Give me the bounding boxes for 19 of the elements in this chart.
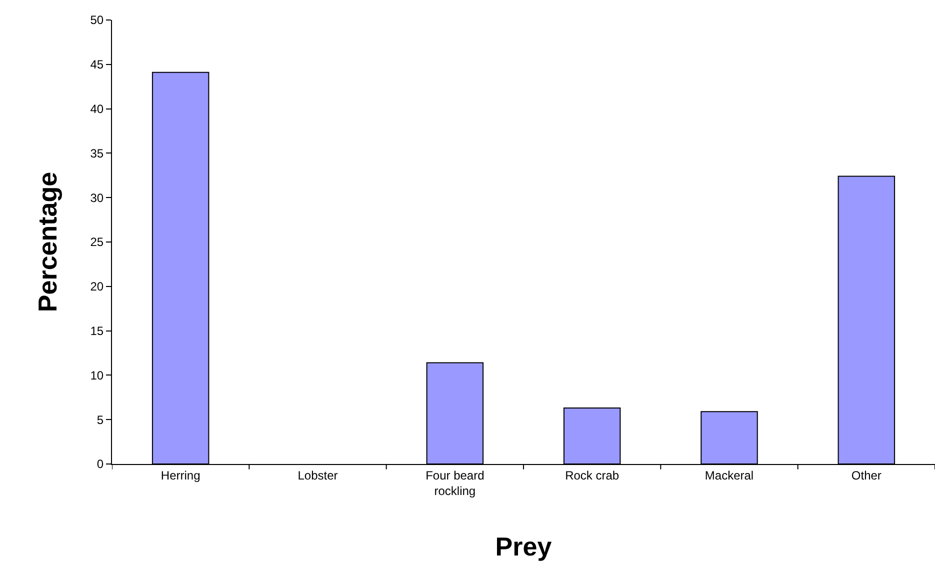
y-tick-label: 35 xyxy=(90,146,104,160)
x-tick-label: Rock crab xyxy=(565,468,620,482)
x-tick-label: Other xyxy=(851,468,882,482)
y-tick-label: 50 xyxy=(90,13,104,28)
y-tick-label: 5 xyxy=(96,412,104,427)
y-tick-label: 15 xyxy=(90,324,104,338)
y-tick-label: 10 xyxy=(90,368,104,382)
y-axis-title: Percentage xyxy=(32,172,63,312)
x-axis-title: Prey xyxy=(495,532,552,562)
y-tick-label: 0 xyxy=(96,457,104,472)
y-tick-label: 30 xyxy=(90,190,104,205)
y-tick-label: 25 xyxy=(90,235,104,250)
y-tick-label: 40 xyxy=(90,102,104,116)
x-tick-label: Herring xyxy=(160,468,200,482)
y-tick-label: 20 xyxy=(90,280,104,294)
x-tick-label: Lobster xyxy=(298,468,338,482)
x-tick-label: Four beard rockling xyxy=(426,468,484,498)
x-tick-label: Mackeral xyxy=(704,468,754,482)
y-tick-label: 45 xyxy=(90,58,104,72)
